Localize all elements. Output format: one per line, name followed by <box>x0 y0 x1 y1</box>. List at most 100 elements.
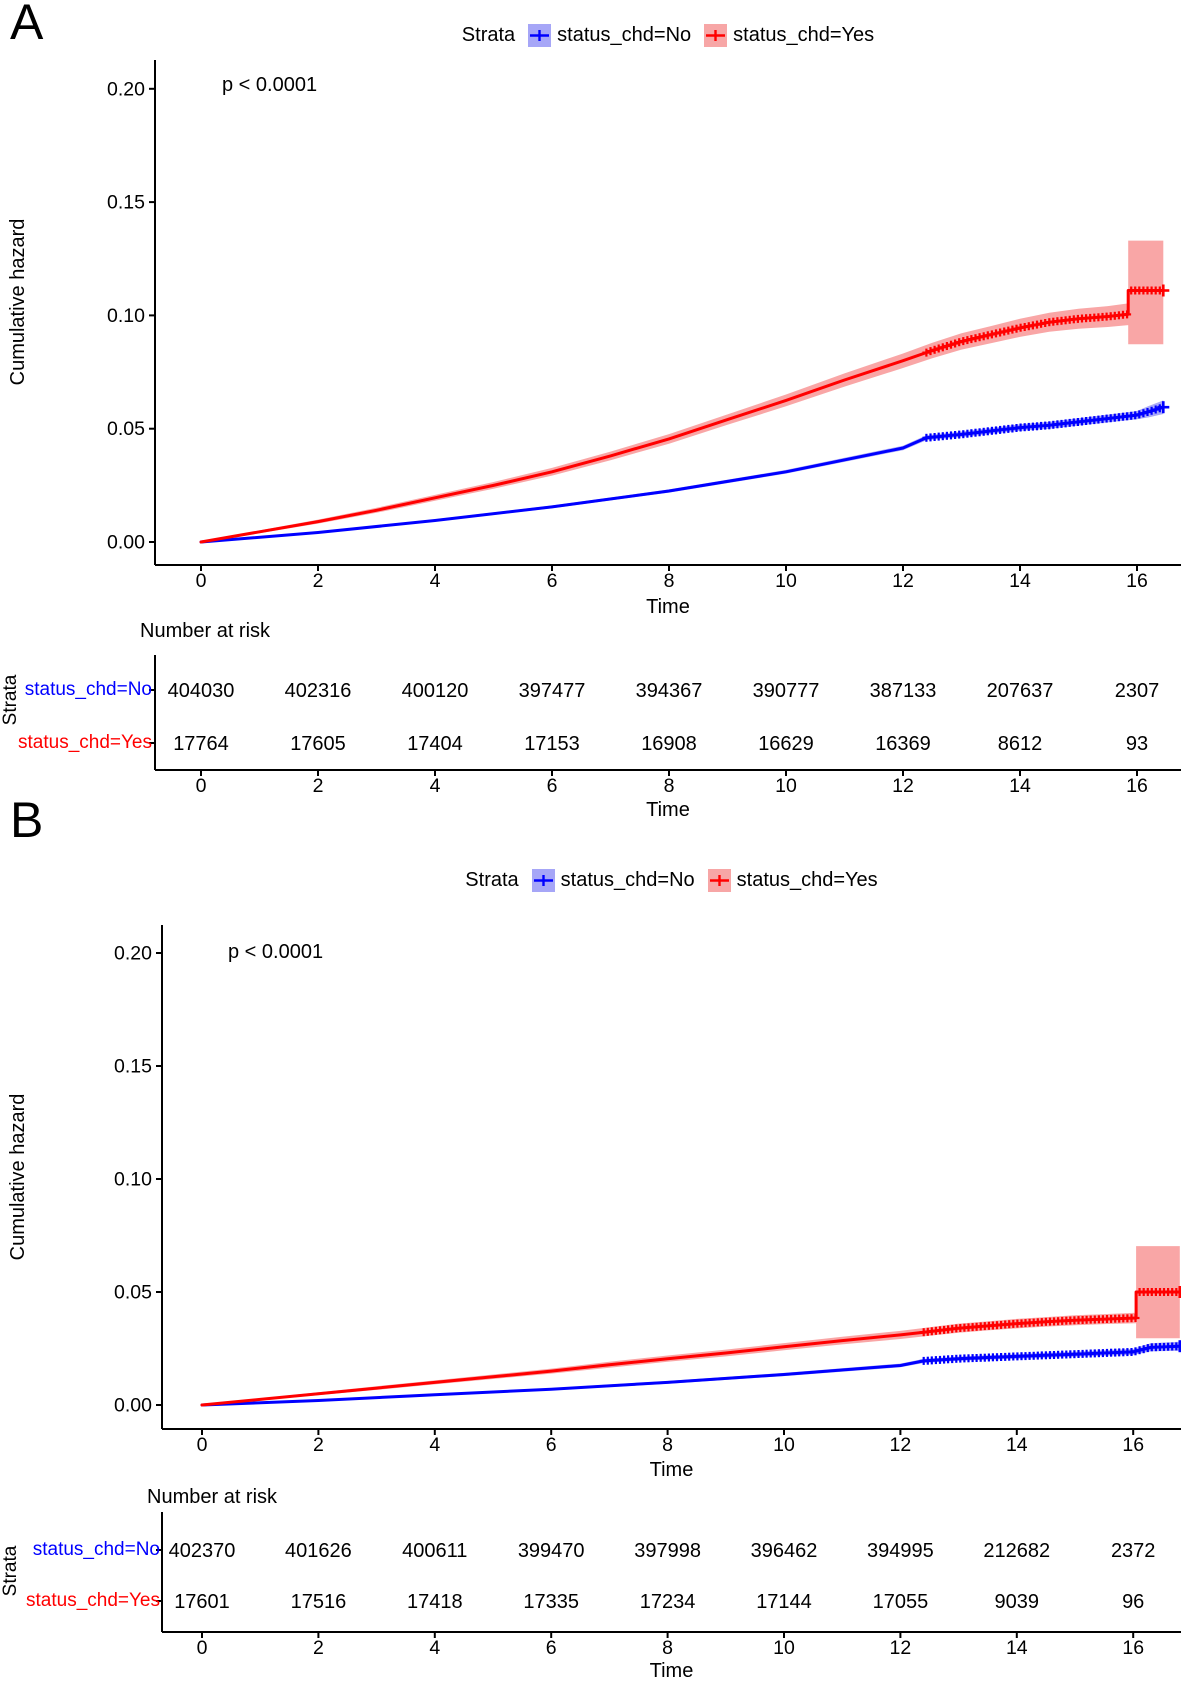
risk-value: 16908 <box>641 733 697 755</box>
risk-value: 16369 <box>875 733 931 755</box>
risk-x-tick-label: 16 <box>1126 775 1148 797</box>
risk-value: 399470 <box>518 1540 585 1562</box>
risk-value: 17234 <box>640 1591 696 1613</box>
risk-value: 397998 <box>634 1540 701 1562</box>
y-tick-label: 0.15 <box>107 192 145 214</box>
risk-x-tick-label: 0 <box>197 1637 208 1659</box>
panel-b-legend: Strata status_chd=No status_chd=Yes <box>162 866 1181 894</box>
y-tick-label: 0.00 <box>107 532 145 554</box>
risk-value: 404030 <box>168 680 235 702</box>
pvalue-annotation: p < 0.0001 <box>228 941 324 963</box>
risk-value: 17404 <box>407 733 463 755</box>
x-tick-label: 10 <box>773 1434 795 1456</box>
risk-value: 93 <box>1126 733 1148 755</box>
x-tick-label: 12 <box>890 1434 912 1456</box>
risk-x-tick-label: 4 <box>429 1637 440 1659</box>
x-tick-label: 6 <box>546 1434 557 1456</box>
panel-a-chart: 0.00 0.05 0.10 0.15 0.20 0 2 4 6 8 10 12 14 16 0 2 4 6 8 10… <box>107 60 1181 797</box>
risk-x-tick-label: 14 <box>1006 1637 1028 1659</box>
x-axis-title: Time <box>646 596 690 618</box>
risk-x-tick-label: 4 <box>430 775 441 797</box>
risk-x-tick-label: 2 <box>313 1637 324 1659</box>
risk-value: 96 <box>1122 1591 1144 1613</box>
risk-x-tick-label: 10 <box>775 775 797 797</box>
y-tick-label: 0.20 <box>114 943 152 965</box>
risk-x-tick-label: 8 <box>662 1637 673 1659</box>
panel-a-legend: Strata status_chd=No status_chd=Yes <box>155 21 1181 49</box>
risk-value: 401626 <box>285 1540 352 1562</box>
risk-value: 17764 <box>173 733 229 755</box>
risk-value: 2372 <box>1111 1540 1156 1562</box>
panel-a-label: A <box>10 0 44 50</box>
legend-title: Strata <box>465 868 519 891</box>
risk-value: 396462 <box>751 1540 818 1562</box>
x-tick-label: 2 <box>313 570 324 592</box>
censor-plus-key-blue-icon <box>528 23 552 47</box>
confidence-band <box>201 240 1164 542</box>
risk-value: 17601 <box>174 1591 230 1613</box>
risk-value: 2307 <box>1115 680 1160 702</box>
x-tick-label: 8 <box>662 1434 673 1456</box>
risk-x-tick-label: 14 <box>1009 775 1031 797</box>
legend-item-status-chd-yes: status_chd=Yes <box>704 23 875 47</box>
censor-plus-key-red-icon <box>704 23 728 47</box>
x-tick-label: 14 <box>1009 570 1031 592</box>
legend-item-label: status_chd=No <box>560 868 695 891</box>
risk-x-tick-label: 8 <box>664 775 675 797</box>
censor-marks <box>919 1286 1181 1337</box>
x-tick-label: 16 <box>1122 1434 1144 1456</box>
risk-x-tick-label: 10 <box>773 1637 795 1659</box>
legend-item-status-chd-no: status_chd=No <box>531 868 695 892</box>
x-tick-label: 4 <box>430 570 441 592</box>
legend-item-label: status_chd=Yes <box>733 23 875 46</box>
y-tick-label: 0.20 <box>107 78 145 100</box>
risk-value: 402316 <box>285 680 352 702</box>
risk-value: 17335 <box>523 1591 579 1613</box>
x-tick-label: 0 <box>196 570 207 592</box>
censor-plus-key-blue-icon <box>531 868 555 892</box>
risk-value: 394367 <box>636 680 703 702</box>
risk-value: 16629 <box>758 733 814 755</box>
y-axis-title: Cumulative hazard <box>7 218 29 386</box>
risk-table-title: Number at risk <box>140 620 271 642</box>
risk-table-title: Number at risk <box>147 1486 278 1508</box>
risk-value: 402370 <box>169 1540 236 1562</box>
censor-marks <box>919 1340 1181 1365</box>
risk-value: 390777 <box>753 680 820 702</box>
y-tick-label: 0.10 <box>114 1169 152 1191</box>
y-tick-label: 0.00 <box>114 1395 152 1417</box>
risk-row-label-yes: status_chd=Yes <box>18 732 152 753</box>
risk-value: 207637 <box>987 680 1054 702</box>
y-tick-label: 0.05 <box>107 418 145 440</box>
legend-item-status-chd-yes: status_chd=Yes <box>707 868 878 892</box>
risk-value: 17153 <box>524 733 580 755</box>
legend-title: Strata <box>461 23 516 46</box>
risk-value: 212682 <box>983 1540 1050 1562</box>
x-tick-label: 10 <box>775 570 797 592</box>
legend-item-label: status_chd=Yes <box>736 868 878 891</box>
legend-item-label: status_chd=No <box>557 23 692 46</box>
censor-marks <box>922 284 1170 357</box>
risk-table: 0 2 4 6 8 10 12 14 16 402370 401626 400611 399470 397… <box>156 1512 1181 1659</box>
x-tick-label: 14 <box>1006 1434 1028 1456</box>
confidence-band <box>201 400 1164 542</box>
x-tick-label: 2 <box>313 1434 324 1456</box>
risk-x-tick-label: 6 <box>546 1637 557 1659</box>
risk-row-label-no: status_chd=No <box>24 679 152 700</box>
legend-item-status-chd-no: status_chd=No <box>528 23 692 47</box>
x-tick-label: 12 <box>892 570 914 592</box>
risk-value: 8612 <box>998 733 1043 755</box>
risk-value: 400611 <box>402 1540 467 1562</box>
risk-x-tick-label: 0 <box>196 775 207 797</box>
hazard-curve <box>200 1290 1181 1407</box>
risk-value: 400120 <box>402 680 469 702</box>
x-tick-label: 0 <box>197 1434 208 1456</box>
risk-row-label-no: status_chd=No <box>32 1539 160 1560</box>
pvalue-annotation: p < 0.0001 <box>222 74 318 96</box>
x-tick-label: 8 <box>664 570 675 592</box>
x-tick-label: 4 <box>429 1434 440 1456</box>
risk-value: 17418 <box>407 1591 463 1613</box>
risk-table: 0 2 4 6 8 10 12 14 16 404030 402316 400120 397477 394… <box>149 655 1181 797</box>
risk-value: 397477 <box>519 680 586 702</box>
risk-value: 17055 <box>873 1591 929 1613</box>
